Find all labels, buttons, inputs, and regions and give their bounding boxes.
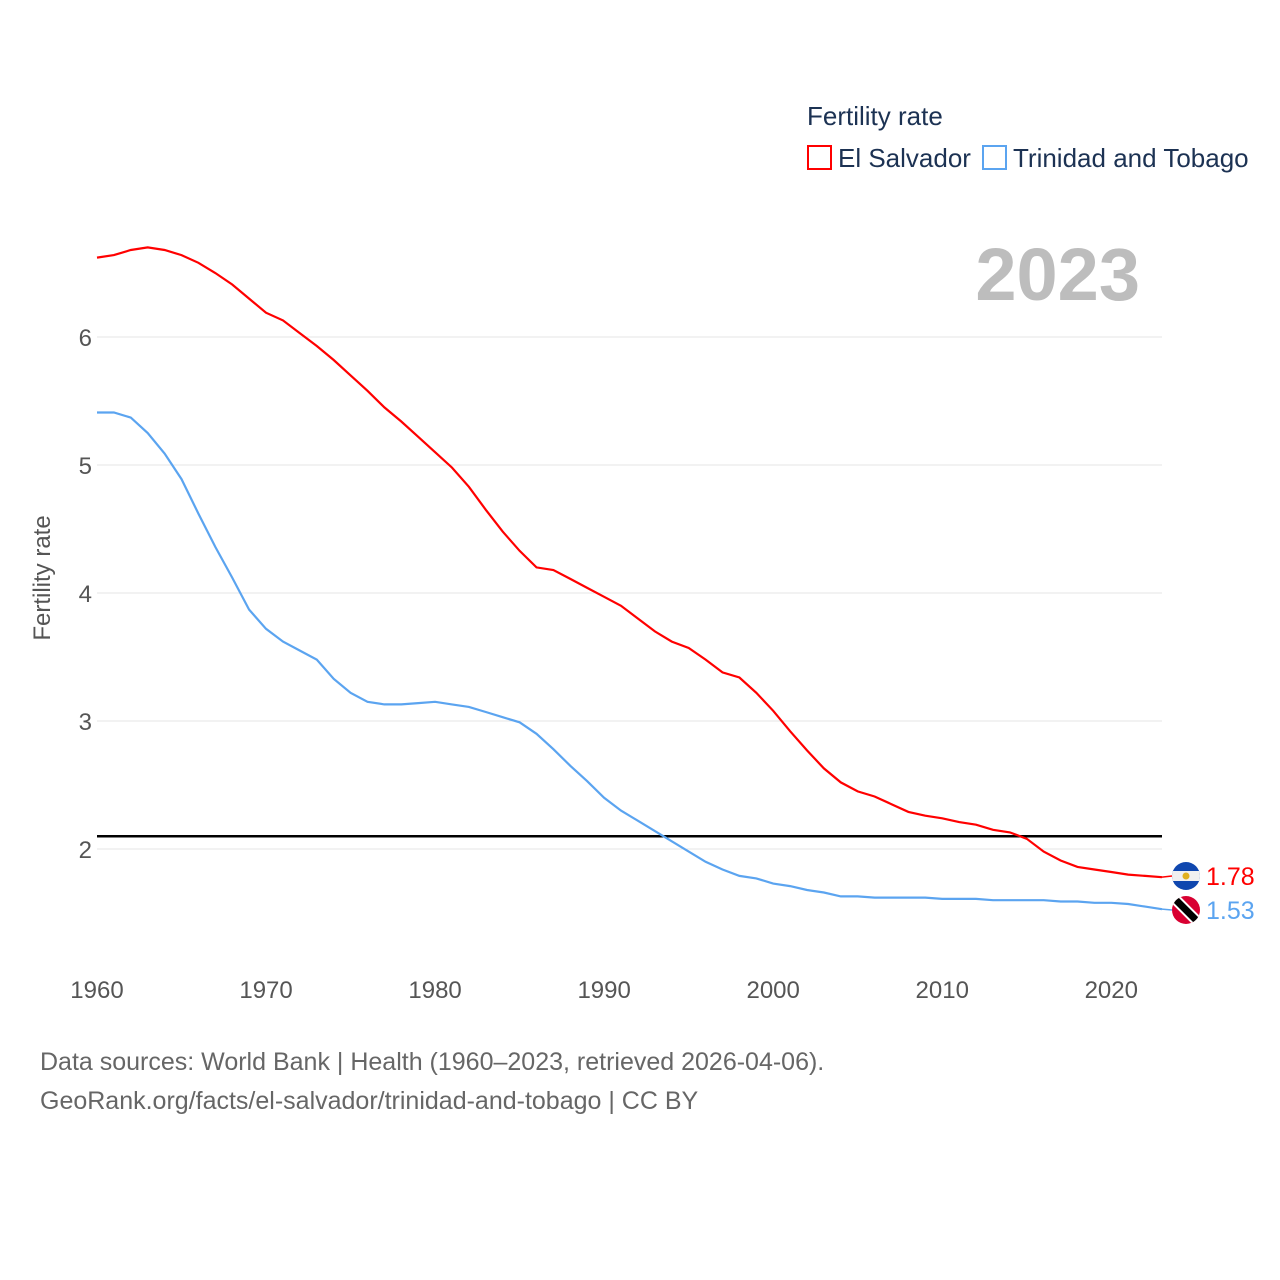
x-tick-label: 2010	[916, 977, 969, 1004]
flag-body	[1172, 862, 1200, 890]
y-tick-label: 5	[79, 453, 92, 480]
flag-emblem	[1182, 872, 1190, 880]
x-tick-label: 1980	[408, 977, 461, 1004]
leader-line	[1161, 875, 1173, 878]
flag-el-salvador-icon	[1172, 862, 1200, 890]
legend-swatch	[807, 145, 832, 170]
leader-line	[1161, 908, 1173, 911]
legend-swatch	[982, 145, 1007, 170]
y-tick-label: 6	[79, 325, 92, 352]
series-lines	[96, 246, 1163, 911]
y-axis-label: Fertility rate	[29, 515, 56, 640]
footer-source: Data sources: World Bank | Health (1960–…	[40, 1048, 824, 1076]
x-axis-ticks: 1960 1970 1980 1990 2000 2010 2020	[70, 977, 1138, 1004]
x-tick-label: 1960	[70, 977, 123, 1004]
legend-label: Trinidad and Tobago	[1013, 143, 1249, 173]
end-value-label: 1.78	[1206, 863, 1255, 891]
end-value-label: 1.53	[1206, 897, 1255, 925]
flag-body	[1172, 896, 1200, 924]
year-display: 2023	[975, 233, 1140, 316]
y-tick-label: 3	[79, 709, 92, 736]
end-labels: 1.78 1.53	[1161, 862, 1255, 925]
series-line-el-salvador	[96, 246, 1163, 879]
x-tick-label: 1970	[239, 977, 292, 1004]
x-tick-label: 1990	[577, 977, 630, 1004]
y-tick-label: 4	[79, 581, 92, 608]
legend-item-trinidad-and-tobago[interactable]: Trinidad and Tobago	[982, 143, 1249, 173]
flag-trinidad-and-tobago-icon	[1172, 896, 1200, 924]
y-axis-ticks: 2 3 4 5 6	[79, 325, 92, 864]
flag-band	[1172, 896, 1200, 924]
legend: Fertility rate El Salvador Trinidad and …	[807, 101, 1249, 173]
legend-item-el-salvador[interactable]: El Salvador	[807, 143, 971, 173]
series-line-trinidad-and-tobago	[97, 411, 1163, 911]
y-tick-label: 2	[79, 837, 92, 864]
x-tick-label: 2020	[1085, 977, 1138, 1004]
gridlines	[97, 336, 1162, 850]
legend-title: Fertility rate	[807, 101, 943, 131]
footer-link[interactable]: GeoRank.org/facts/el-salvador/trinidad-a…	[40, 1087, 699, 1115]
x-tick-label: 2000	[746, 977, 799, 1004]
legend-label: El Salvador	[838, 143, 971, 173]
